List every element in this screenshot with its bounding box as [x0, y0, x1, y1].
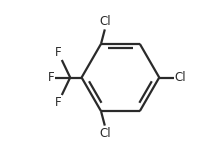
Text: F: F — [48, 71, 54, 84]
Text: Cl: Cl — [99, 15, 111, 28]
Text: Cl: Cl — [174, 71, 186, 84]
Text: F: F — [55, 96, 62, 109]
Text: F: F — [55, 46, 62, 59]
Text: Cl: Cl — [99, 127, 111, 140]
